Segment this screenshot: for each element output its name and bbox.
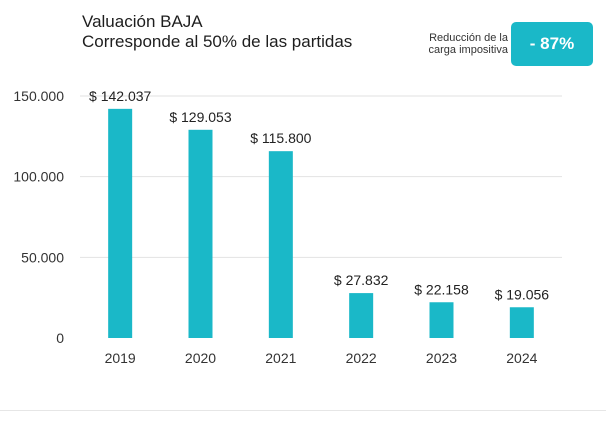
data-label: $ 115.800 bbox=[250, 130, 311, 146]
x-tick-label: 2020 bbox=[185, 350, 216, 366]
reduction-caption-line1: Reducción de la bbox=[429, 32, 508, 44]
y-tick-label: 0 bbox=[56, 330, 64, 346]
x-tick-label: 2023 bbox=[426, 350, 457, 366]
reduction-caption: Reducción de la carga impositiva bbox=[412, 32, 508, 56]
y-tick-label: 50.000 bbox=[21, 249, 64, 265]
bar bbox=[429, 302, 454, 338]
x-tick-label: 2022 bbox=[346, 350, 377, 366]
reduction-badge: - 87% bbox=[511, 22, 593, 66]
bar bbox=[108, 108, 133, 338]
data-label: $ 27.832 bbox=[334, 272, 389, 288]
x-tick-label: 2019 bbox=[105, 350, 136, 366]
chart-subtitle: Corresponde al 50% de las partidas bbox=[82, 32, 353, 51]
data-label: $ 22.158 bbox=[414, 281, 469, 297]
bar bbox=[268, 151, 293, 338]
chart-title: Valuación BAJA bbox=[82, 12, 203, 31]
y-tick-label: 150.000 bbox=[13, 88, 64, 104]
bar bbox=[509, 307, 534, 338]
data-label: $ 142.037 bbox=[89, 88, 151, 104]
x-tick-label: 2024 bbox=[506, 350, 537, 366]
reduction-caption-line2: carga impositiva bbox=[428, 44, 508, 56]
x-tick-label: 2021 bbox=[265, 350, 296, 366]
bottom-divider bbox=[0, 410, 606, 411]
chart-title-block: Valuación BAJA Corresponde al 50% de las… bbox=[82, 12, 352, 52]
bar bbox=[349, 293, 374, 338]
bar bbox=[188, 129, 213, 338]
data-label: $ 19.056 bbox=[495, 286, 550, 302]
reduction-badge-group: Reducción de la carga impositiva - 87% bbox=[412, 22, 593, 66]
data-label: $ 129.053 bbox=[169, 109, 231, 125]
y-tick-label: 100.000 bbox=[13, 169, 64, 185]
